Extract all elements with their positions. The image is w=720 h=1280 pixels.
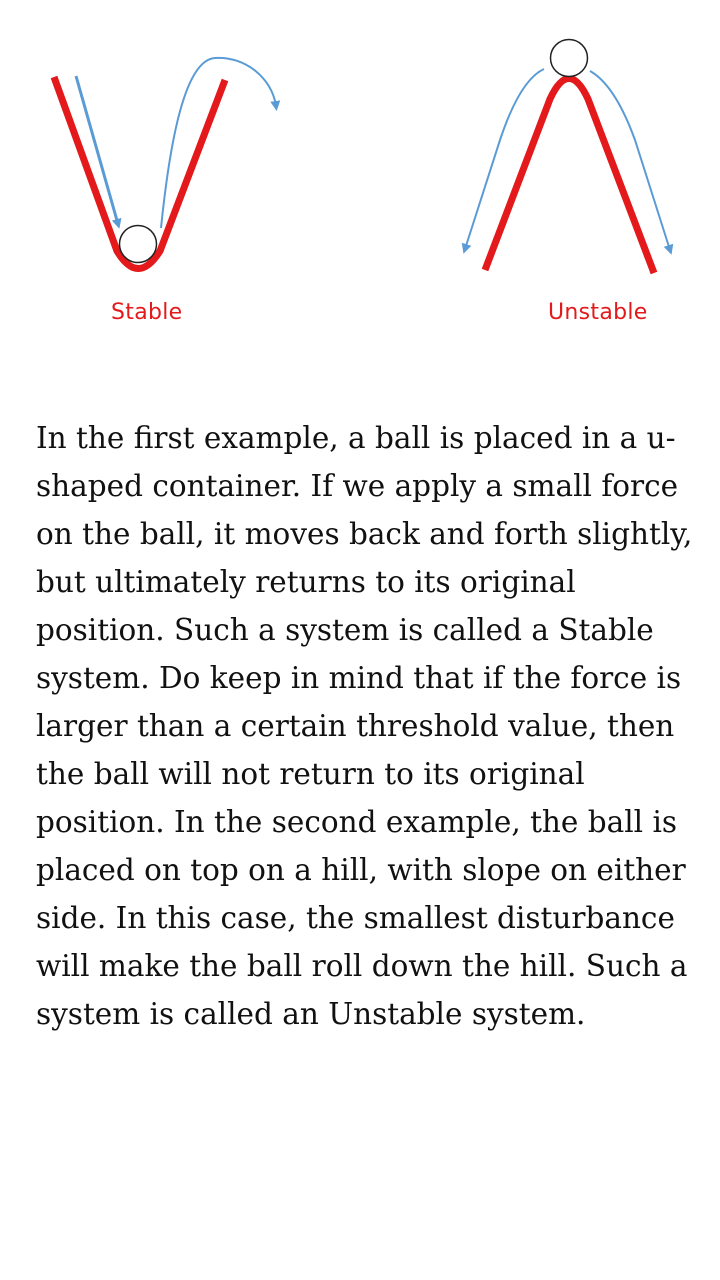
valley-surface (50, 75, 229, 272)
stable-label: Stable (111, 300, 183, 325)
article-paragraph: In the first example, a ball is placed i… (36, 421, 693, 1031)
unstable-diagram (461, 38, 674, 275)
stability-diagram: Stable Unstable (0, 0, 720, 360)
roll-in-arrow (74, 75, 122, 229)
swing-out-arrow (160, 56, 281, 229)
hill-surface (481, 75, 658, 275)
roll-right-arrow (589, 70, 674, 255)
stable-ball (118, 224, 158, 264)
unstable-ball (549, 38, 589, 78)
roll-left-arrow (461, 68, 545, 254)
unstable-label: Unstable (548, 300, 648, 325)
stable-diagram (50, 56, 281, 272)
